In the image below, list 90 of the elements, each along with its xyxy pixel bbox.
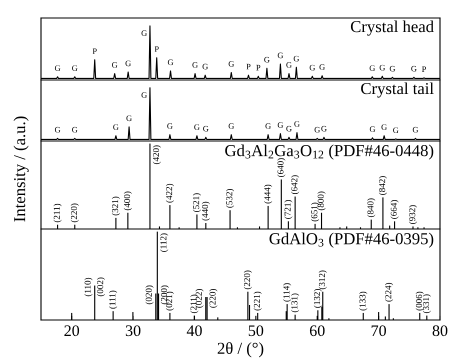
annotation: (220): [244, 270, 252, 290]
annotation: (006): [416, 292, 424, 310]
annotation: (532): [226, 188, 234, 208]
annotation: G: [228, 61, 234, 67]
annotation: G: [202, 64, 208, 70]
annotation: (642): [291, 175, 300, 194]
annotation: G: [370, 126, 376, 132]
annotation: (112): [160, 233, 168, 252]
annotation: G: [112, 62, 118, 68]
annotation: G: [54, 65, 60, 71]
annotation: (932): [408, 205, 418, 224]
annotation: (020): [145, 285, 154, 304]
chart-title: GdAlO$_{3}$ (PDF#46-0395): [270, 232, 434, 248]
x-tick-label: 20: [64, 325, 80, 336]
x-tick-label: 70: [372, 325, 386, 336]
annotation: (664): [390, 200, 399, 219]
annotation: G: [228, 123, 234, 129]
annotation: (400): [124, 192, 132, 210]
annotation: G: [393, 127, 399, 134]
annotation: G: [126, 115, 132, 122]
x-tick-label: 40: [186, 325, 202, 336]
annotation: G: [412, 126, 418, 133]
x-axis-title: 2θ / (°): [218, 342, 264, 358]
annotation: G: [370, 65, 376, 71]
annotation: G: [319, 64, 325, 70]
annotation: (422): [166, 184, 174, 203]
annotation: (002): [96, 277, 106, 296]
annotation: G: [380, 64, 386, 70]
annotation: G: [286, 126, 292, 132]
annotation: G: [314, 126, 320, 133]
annotation: G: [142, 30, 147, 36]
annotation: (220): [70, 203, 79, 222]
annotation: (521): [192, 193, 202, 212]
annotation: G: [194, 124, 200, 130]
annotation: (640): [277, 158, 286, 177]
annotation: G: [54, 126, 60, 133]
annotation: G: [390, 66, 396, 72]
annotation: G: [126, 60, 131, 66]
annotation: (840): [367, 198, 376, 218]
annotation: (444): [264, 184, 272, 204]
annotation: G: [142, 92, 147, 98]
annotation: (721): [284, 200, 292, 219]
annotation: G: [278, 122, 284, 128]
annotation: G: [278, 52, 284, 58]
annotation: P: [422, 66, 426, 72]
annotation: G: [203, 126, 209, 132]
annotation: (221): [254, 292, 262, 310]
annotation: (131): [291, 293, 300, 312]
annotation: G: [264, 56, 270, 62]
y-axis-title: Intensity / (a.u.): [14, 116, 29, 222]
annotation: G: [411, 66, 417, 72]
annotation: (420): [152, 145, 161, 164]
annotation: (114): [283, 283, 292, 302]
annotation: (110): [84, 278, 93, 296]
chart-title: Crystal head: [350, 20, 434, 36]
annotation: (111): [109, 290, 118, 309]
x-tick-label: 60: [310, 325, 325, 336]
annotation: (331): [422, 294, 431, 314]
annotation: G: [168, 60, 174, 66]
annotation: G: [192, 62, 198, 68]
annotation: G: [265, 123, 271, 129]
annotation: (132): [314, 289, 322, 308]
annotation: G: [286, 62, 292, 68]
annotation: G: [113, 124, 119, 130]
annotation: G: [167, 123, 173, 129]
x-tick-label: 80: [432, 325, 448, 336]
annotation: (321): [112, 196, 120, 216]
annotation: P: [246, 64, 250, 70]
annotation: P: [92, 48, 97, 54]
annotation: G: [294, 121, 300, 127]
annotation: (220): [209, 288, 218, 308]
annotation: (312): [318, 270, 327, 290]
annotation: G: [72, 126, 78, 133]
annotation: (211): [53, 204, 62, 222]
annotation: P: [256, 64, 260, 70]
annotation: (224): [384, 282, 394, 302]
annotation: G: [321, 126, 327, 132]
annotation: (133): [359, 292, 368, 310]
annotation: (440): [202, 202, 210, 221]
annotation: (800): [317, 192, 326, 210]
annotation: G: [294, 56, 300, 62]
annotation: (842): [378, 176, 388, 195]
annotation: P: [154, 46, 159, 52]
annotation: G: [72, 65, 78, 71]
annotation: (651): [310, 202, 320, 222]
annotation: G: [381, 124, 387, 130]
x-tick-label: 50: [248, 325, 264, 336]
annotation: G: [310, 64, 316, 70]
x-tick-label: 30: [126, 325, 140, 336]
chart-title: Crystal tail: [361, 82, 434, 98]
